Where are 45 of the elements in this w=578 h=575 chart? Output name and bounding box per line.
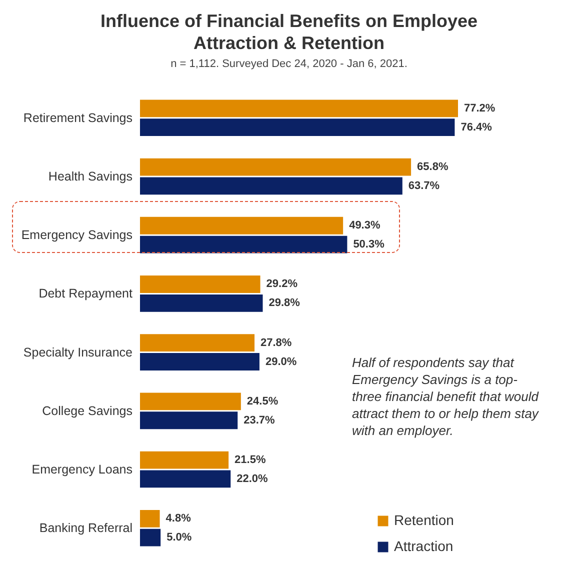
annotation: Half of respondents say that Emergency Savings is a top-three financial benefit that would attract them to or help them stay with an employer. <box>352 354 540 439</box>
bar <box>140 353 260 370</box>
bar <box>140 158 412 176</box>
y-tick-label: Debt Repayment <box>38 286 134 301</box>
legend-label: Retention <box>394 512 454 528</box>
data-label: 29.2% <box>266 278 298 290</box>
bar <box>140 392 241 410</box>
bar <box>140 177 402 195</box>
y-tick-label: Emergency Savings <box>21 228 132 242</box>
data-label: 24.5% <box>246 395 278 408</box>
data-label: 50.3% <box>353 238 385 251</box>
y-tick-label: Specialty Insurance <box>23 345 133 360</box>
data-label: 63.7% <box>408 180 440 192</box>
y-tick-label: Retirement Savings <box>23 110 132 125</box>
bar <box>140 100 458 118</box>
bar <box>140 334 255 352</box>
bar <box>140 528 161 546</box>
legend-label: Attraction <box>394 538 454 554</box>
data-label: 4.8% <box>166 512 192 525</box>
y-tick-label: Health Savings <box>48 169 132 184</box>
data-label: 29.8% <box>268 297 300 310</box>
data-label: 22.0% <box>236 472 268 485</box>
y-tick-label: Emergency Loans <box>32 462 132 477</box>
chart-title: Influence of Financial Benefits on Employee Attraction & Retention <box>99 10 479 54</box>
data-label: 49.3% <box>349 220 380 232</box>
bar <box>140 510 160 528</box>
data-label: 23.7% <box>244 414 276 426</box>
chart-subtitle: n = 1,112. Surveyed Dec 24, 2020 - Jan 6, 2021. <box>170 58 408 70</box>
y-tick-label: College Savings <box>42 404 132 418</box>
data-label: 27.8% <box>260 336 292 349</box>
bar <box>140 276 260 293</box>
data-label: 29.0% <box>265 356 297 368</box>
data-label: 5.0% <box>166 532 192 544</box>
bar <box>140 451 229 469</box>
y-tick-label: Banking Referral <box>39 521 132 536</box>
bar <box>140 236 348 254</box>
data-label: 65.8% <box>417 161 448 174</box>
data-label: 21.5% <box>234 454 266 466</box>
data-label: 77.2% <box>464 102 496 114</box>
bar <box>140 470 231 488</box>
bar <box>140 118 455 136</box>
bar <box>140 294 263 312</box>
bar <box>140 216 344 234</box>
bar <box>140 412 238 430</box>
data-label: 76.4% <box>460 121 492 134</box>
